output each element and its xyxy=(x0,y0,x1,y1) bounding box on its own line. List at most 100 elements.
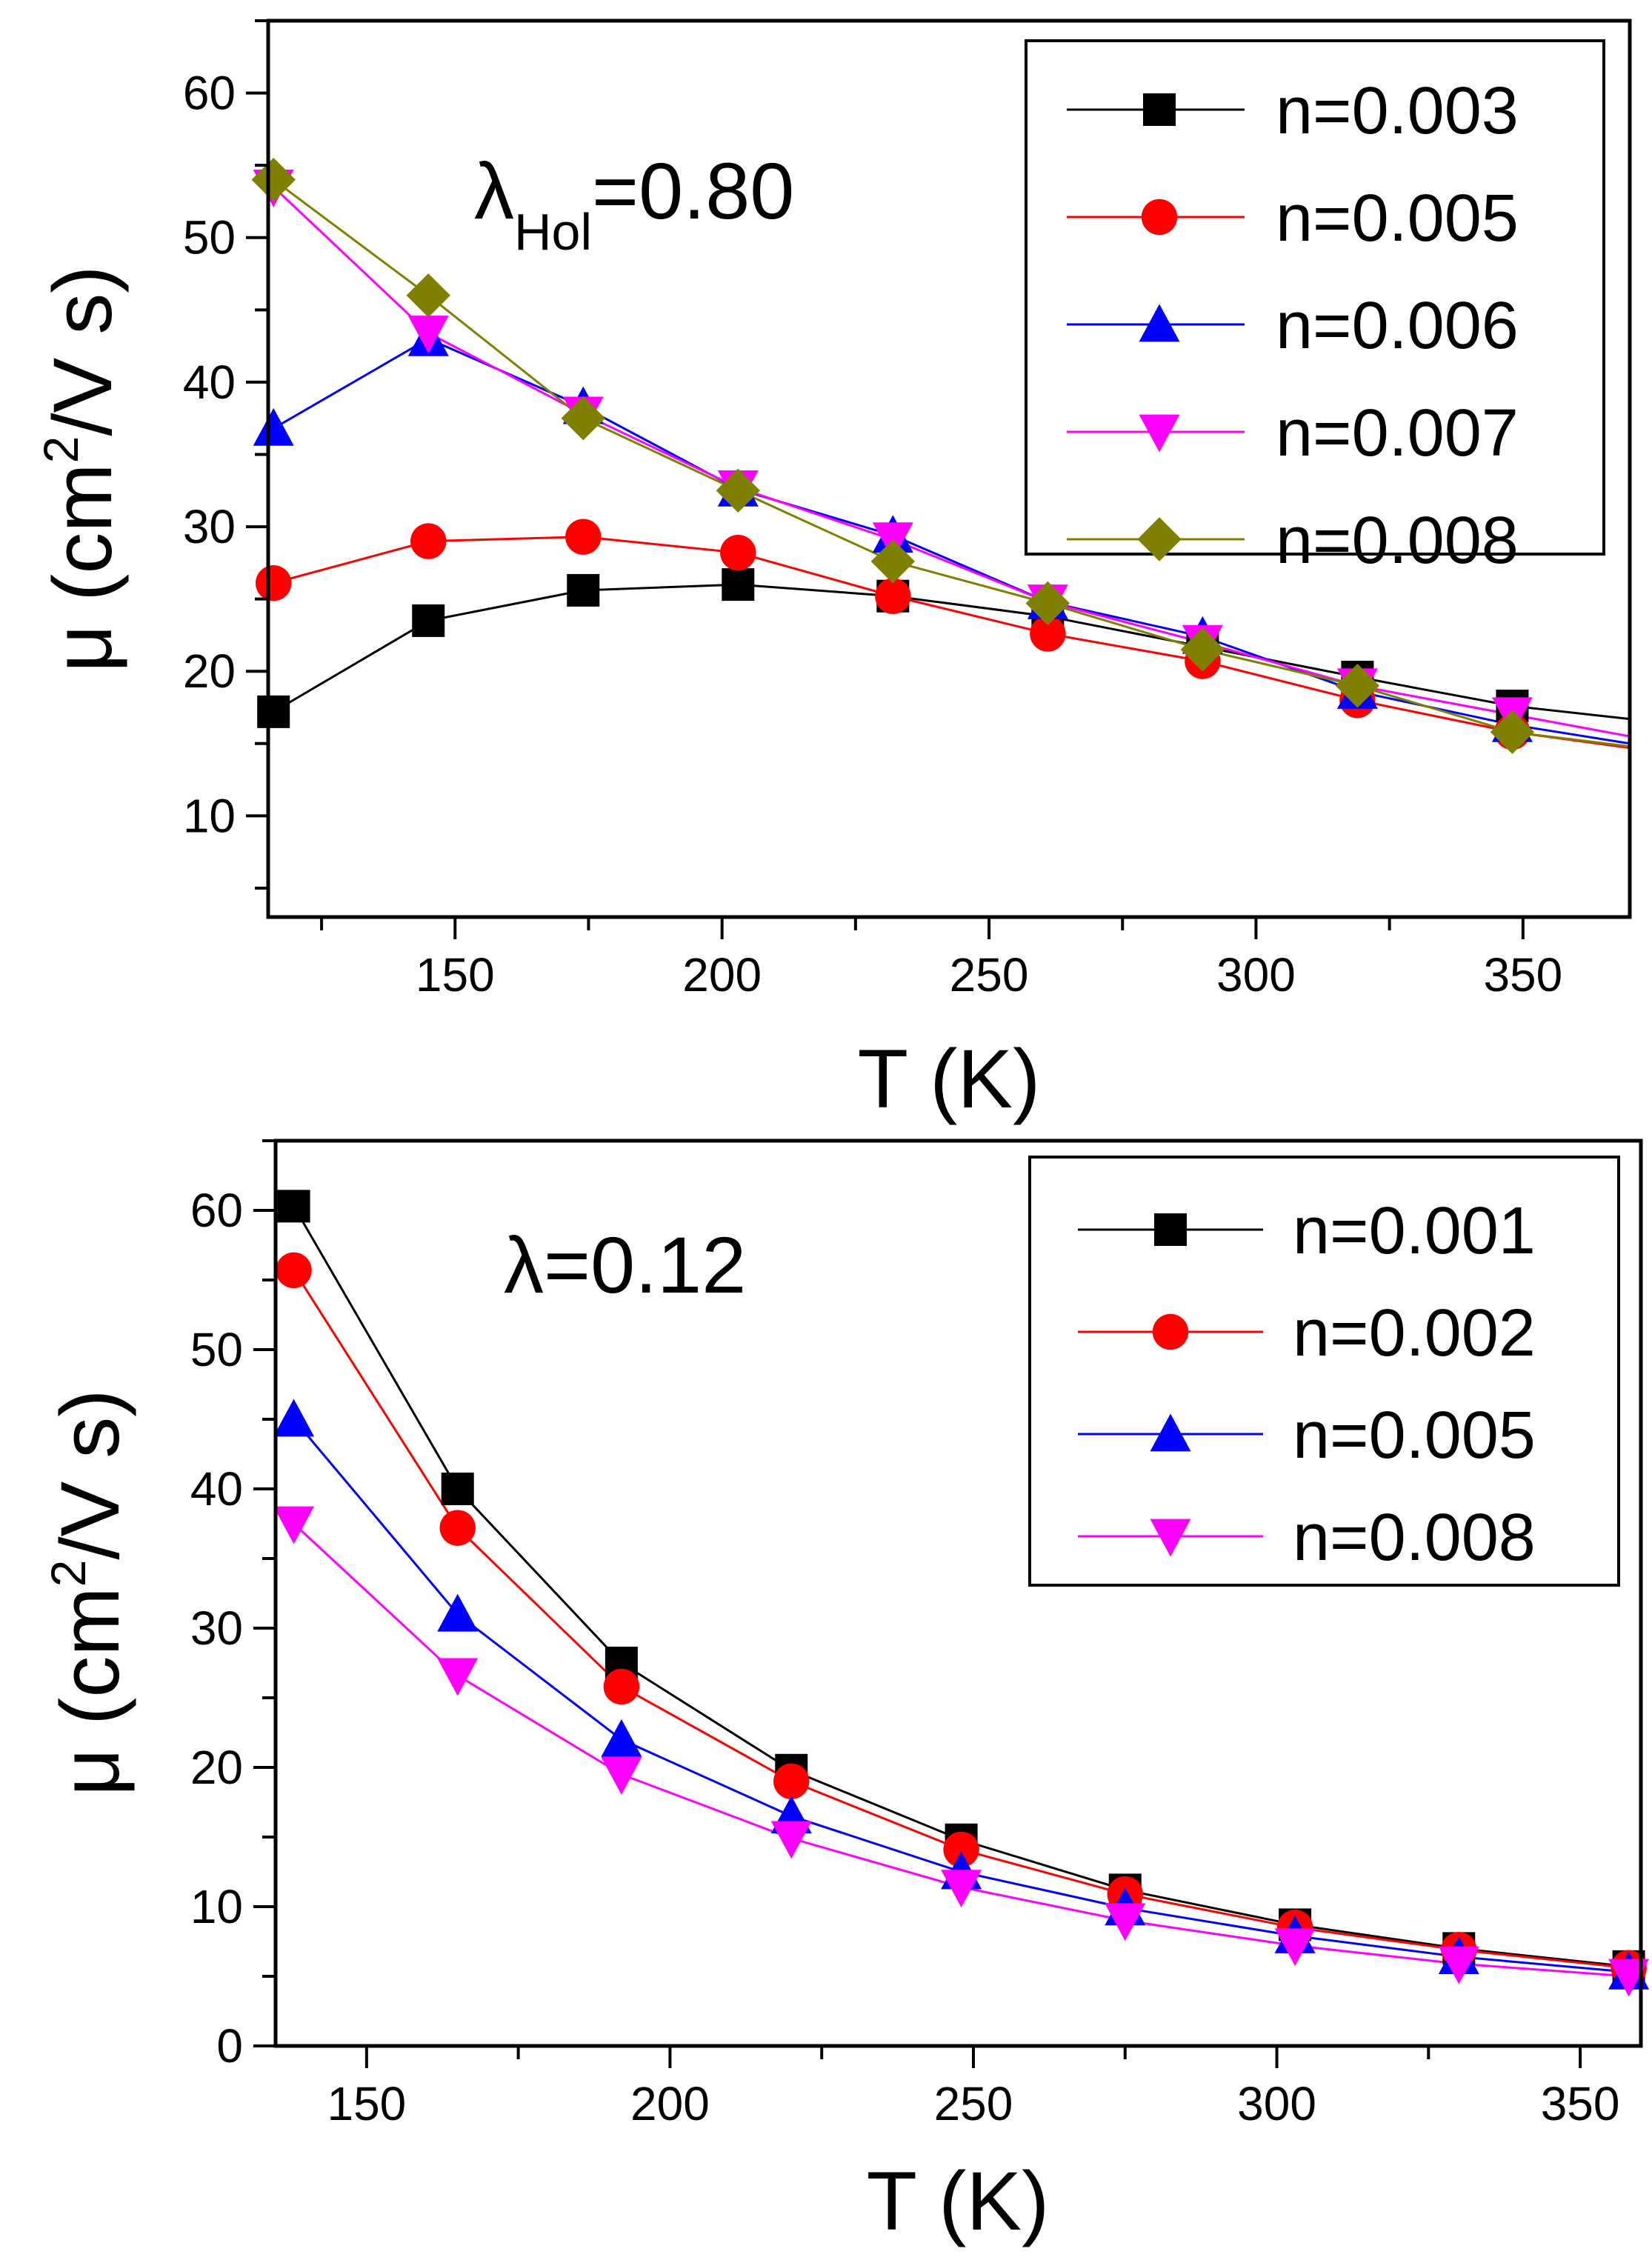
data-point-n=0.005 xyxy=(410,523,447,559)
lambda-annotation-top: λHol=0.80 xyxy=(474,146,794,261)
data-point-n=0.007 xyxy=(407,316,449,354)
series-line-n=0.005 xyxy=(273,536,1630,750)
x-tick-label: 150 xyxy=(416,948,495,1001)
legend-label: n=0.003 xyxy=(1276,74,1519,148)
x-tick-label: 150 xyxy=(327,2077,406,2130)
legend-label: n=0.008 xyxy=(1276,504,1519,578)
y-axis-title-top: μ (cm2/V s) xyxy=(33,265,129,672)
x-tick-label: 200 xyxy=(630,2077,710,2130)
data-point-n=0.001 xyxy=(277,1190,310,1223)
series-line-n=0.007 xyxy=(273,186,1630,738)
data-point-n=0.002 xyxy=(276,1252,312,1289)
legend-marker xyxy=(1139,304,1180,342)
data-point-n=0.003 xyxy=(257,695,290,728)
x-tick-label: 300 xyxy=(1237,2077,1316,2130)
data-point-n=0.008 xyxy=(716,468,760,513)
data-point-n=0.005 xyxy=(1030,616,1066,652)
data-point-n=0.008 xyxy=(1025,581,1070,626)
y-tick-label: 0 xyxy=(216,2019,243,2073)
data-point-n=0.008 xyxy=(561,396,605,441)
data-point-n=0.002 xyxy=(943,1831,979,1868)
y-tick-label: 60 xyxy=(190,1184,243,1237)
y-tick-label: 60 xyxy=(183,67,236,120)
x-tick-label: 250 xyxy=(934,2077,1013,2130)
legend-marker xyxy=(1139,414,1180,453)
data-point-n=0.002 xyxy=(773,1763,810,1799)
legend-label: n=0.005 xyxy=(1276,181,1519,256)
data-point-n=0.005 xyxy=(720,534,756,571)
data-point-n=0.005 xyxy=(565,519,602,555)
data-point-n=0.008 xyxy=(941,1870,982,1908)
data-point-n=0.008 xyxy=(437,1658,479,1696)
data-point-n=0.008 xyxy=(1438,1946,1479,1984)
legend-frame-bottom xyxy=(1028,1156,1620,1587)
series-line-n=0.008 xyxy=(273,179,1630,748)
y-tick-label: 50 xyxy=(183,211,236,264)
x-axis-title-top: T (K) xyxy=(858,1033,1041,1125)
series-line-n=0.003 xyxy=(273,583,1630,721)
legend-bottom: n=0.001 n=0.002 n=0.005 n=0.008 xyxy=(1028,1156,1620,1587)
legend-marker xyxy=(1143,93,1176,126)
data-point-n=0.008 xyxy=(273,1506,315,1544)
data-point-n=0.002 xyxy=(603,1668,640,1705)
legend-label: n=0.007 xyxy=(1276,396,1519,470)
legend-top: n=0.003 n=0.005 n=0.006 n=0.007 n=0.008 xyxy=(1025,39,1605,578)
data-point-n=0.003 xyxy=(567,573,600,607)
data-point-n=0.008 xyxy=(251,157,296,202)
data-point-n=0.008 xyxy=(1335,664,1380,708)
data-point-n=0.005 xyxy=(601,1719,642,1757)
data-point-n=0.008 xyxy=(1608,1959,1650,1997)
data-point-n=0.003 xyxy=(412,604,445,637)
plot-frame-bottom xyxy=(273,1139,1643,2048)
legend-marker xyxy=(1150,1413,1191,1452)
y-tick-label: 30 xyxy=(183,500,236,553)
lambda-annotation-bottom: λ=0.12 xyxy=(504,1220,746,1310)
y-tick-label: 50 xyxy=(190,1323,243,1376)
data-point-n=0.001 xyxy=(441,1473,474,1505)
y-axis-title-bottom: μ (cm2/V s) xyxy=(41,1389,136,1796)
legend-marker xyxy=(1141,199,1178,236)
data-point-n=0.008 xyxy=(601,1757,642,1795)
y-tick-label: 10 xyxy=(183,789,236,842)
data-point-n=0.008 xyxy=(1490,710,1535,754)
data-point-n=0.005 xyxy=(273,1399,315,1437)
data-point-n=0.008 xyxy=(1274,1928,1316,1967)
x-tick-label: 350 xyxy=(1541,2077,1620,2130)
data-point-n=0.008 xyxy=(406,273,450,318)
legend-label: n=0.006 xyxy=(1276,289,1519,363)
data-point-n=0.005 xyxy=(875,578,911,614)
y-tick-label: 20 xyxy=(190,1741,243,1794)
data-point-n=0.006 xyxy=(253,407,294,446)
x-tick-label: 250 xyxy=(950,948,1029,1001)
x-tick-label: 200 xyxy=(682,948,762,1001)
data-point-n=0.005 xyxy=(256,564,292,601)
legend-marker xyxy=(1150,1519,1191,1557)
chart-bottom: 150 200 250 300 350 0 10 20 30 40 50 60 T (K) μ (cm… xyxy=(41,1139,1650,2247)
plot-frame-top xyxy=(266,19,1632,919)
legend-label: n=0.008 xyxy=(1293,1501,1536,1575)
series-line-n=0.008 xyxy=(293,1522,1629,1978)
legend-label: n=0.005 xyxy=(1293,1399,1536,1473)
data-point-n=0.008 xyxy=(1180,627,1225,672)
y-tick-label: 30 xyxy=(190,1601,243,1655)
data-point-n=0.005 xyxy=(437,1593,479,1632)
data-point-n=0.008 xyxy=(1105,1903,1146,1941)
y-tick-label: 40 xyxy=(183,356,236,409)
x-axis-title-bottom: T (K) xyxy=(867,2155,1050,2247)
chart-top: 150 200 250 300 350 10 20 30 40 50 60 T (K) μ (cm2… xyxy=(33,19,1632,1125)
legend-label: n=0.002 xyxy=(1293,1296,1536,1370)
y-tick-label: 10 xyxy=(190,1880,243,1933)
y-tick-label: 40 xyxy=(190,1462,243,1516)
legend-frame-top xyxy=(1025,39,1605,556)
x-tick-label: 300 xyxy=(1216,948,1296,1001)
legend-marker xyxy=(1152,1313,1189,1350)
data-point-n=0.002 xyxy=(439,1510,476,1546)
data-point-n=0.008 xyxy=(870,539,916,584)
x-tick-label: 350 xyxy=(1483,948,1562,1001)
data-point-n=0.008 xyxy=(770,1821,812,1859)
data-point-n=0.003 xyxy=(722,568,755,601)
legend-marker xyxy=(1154,1213,1187,1246)
legend-label: n=0.001 xyxy=(1293,1194,1536,1268)
